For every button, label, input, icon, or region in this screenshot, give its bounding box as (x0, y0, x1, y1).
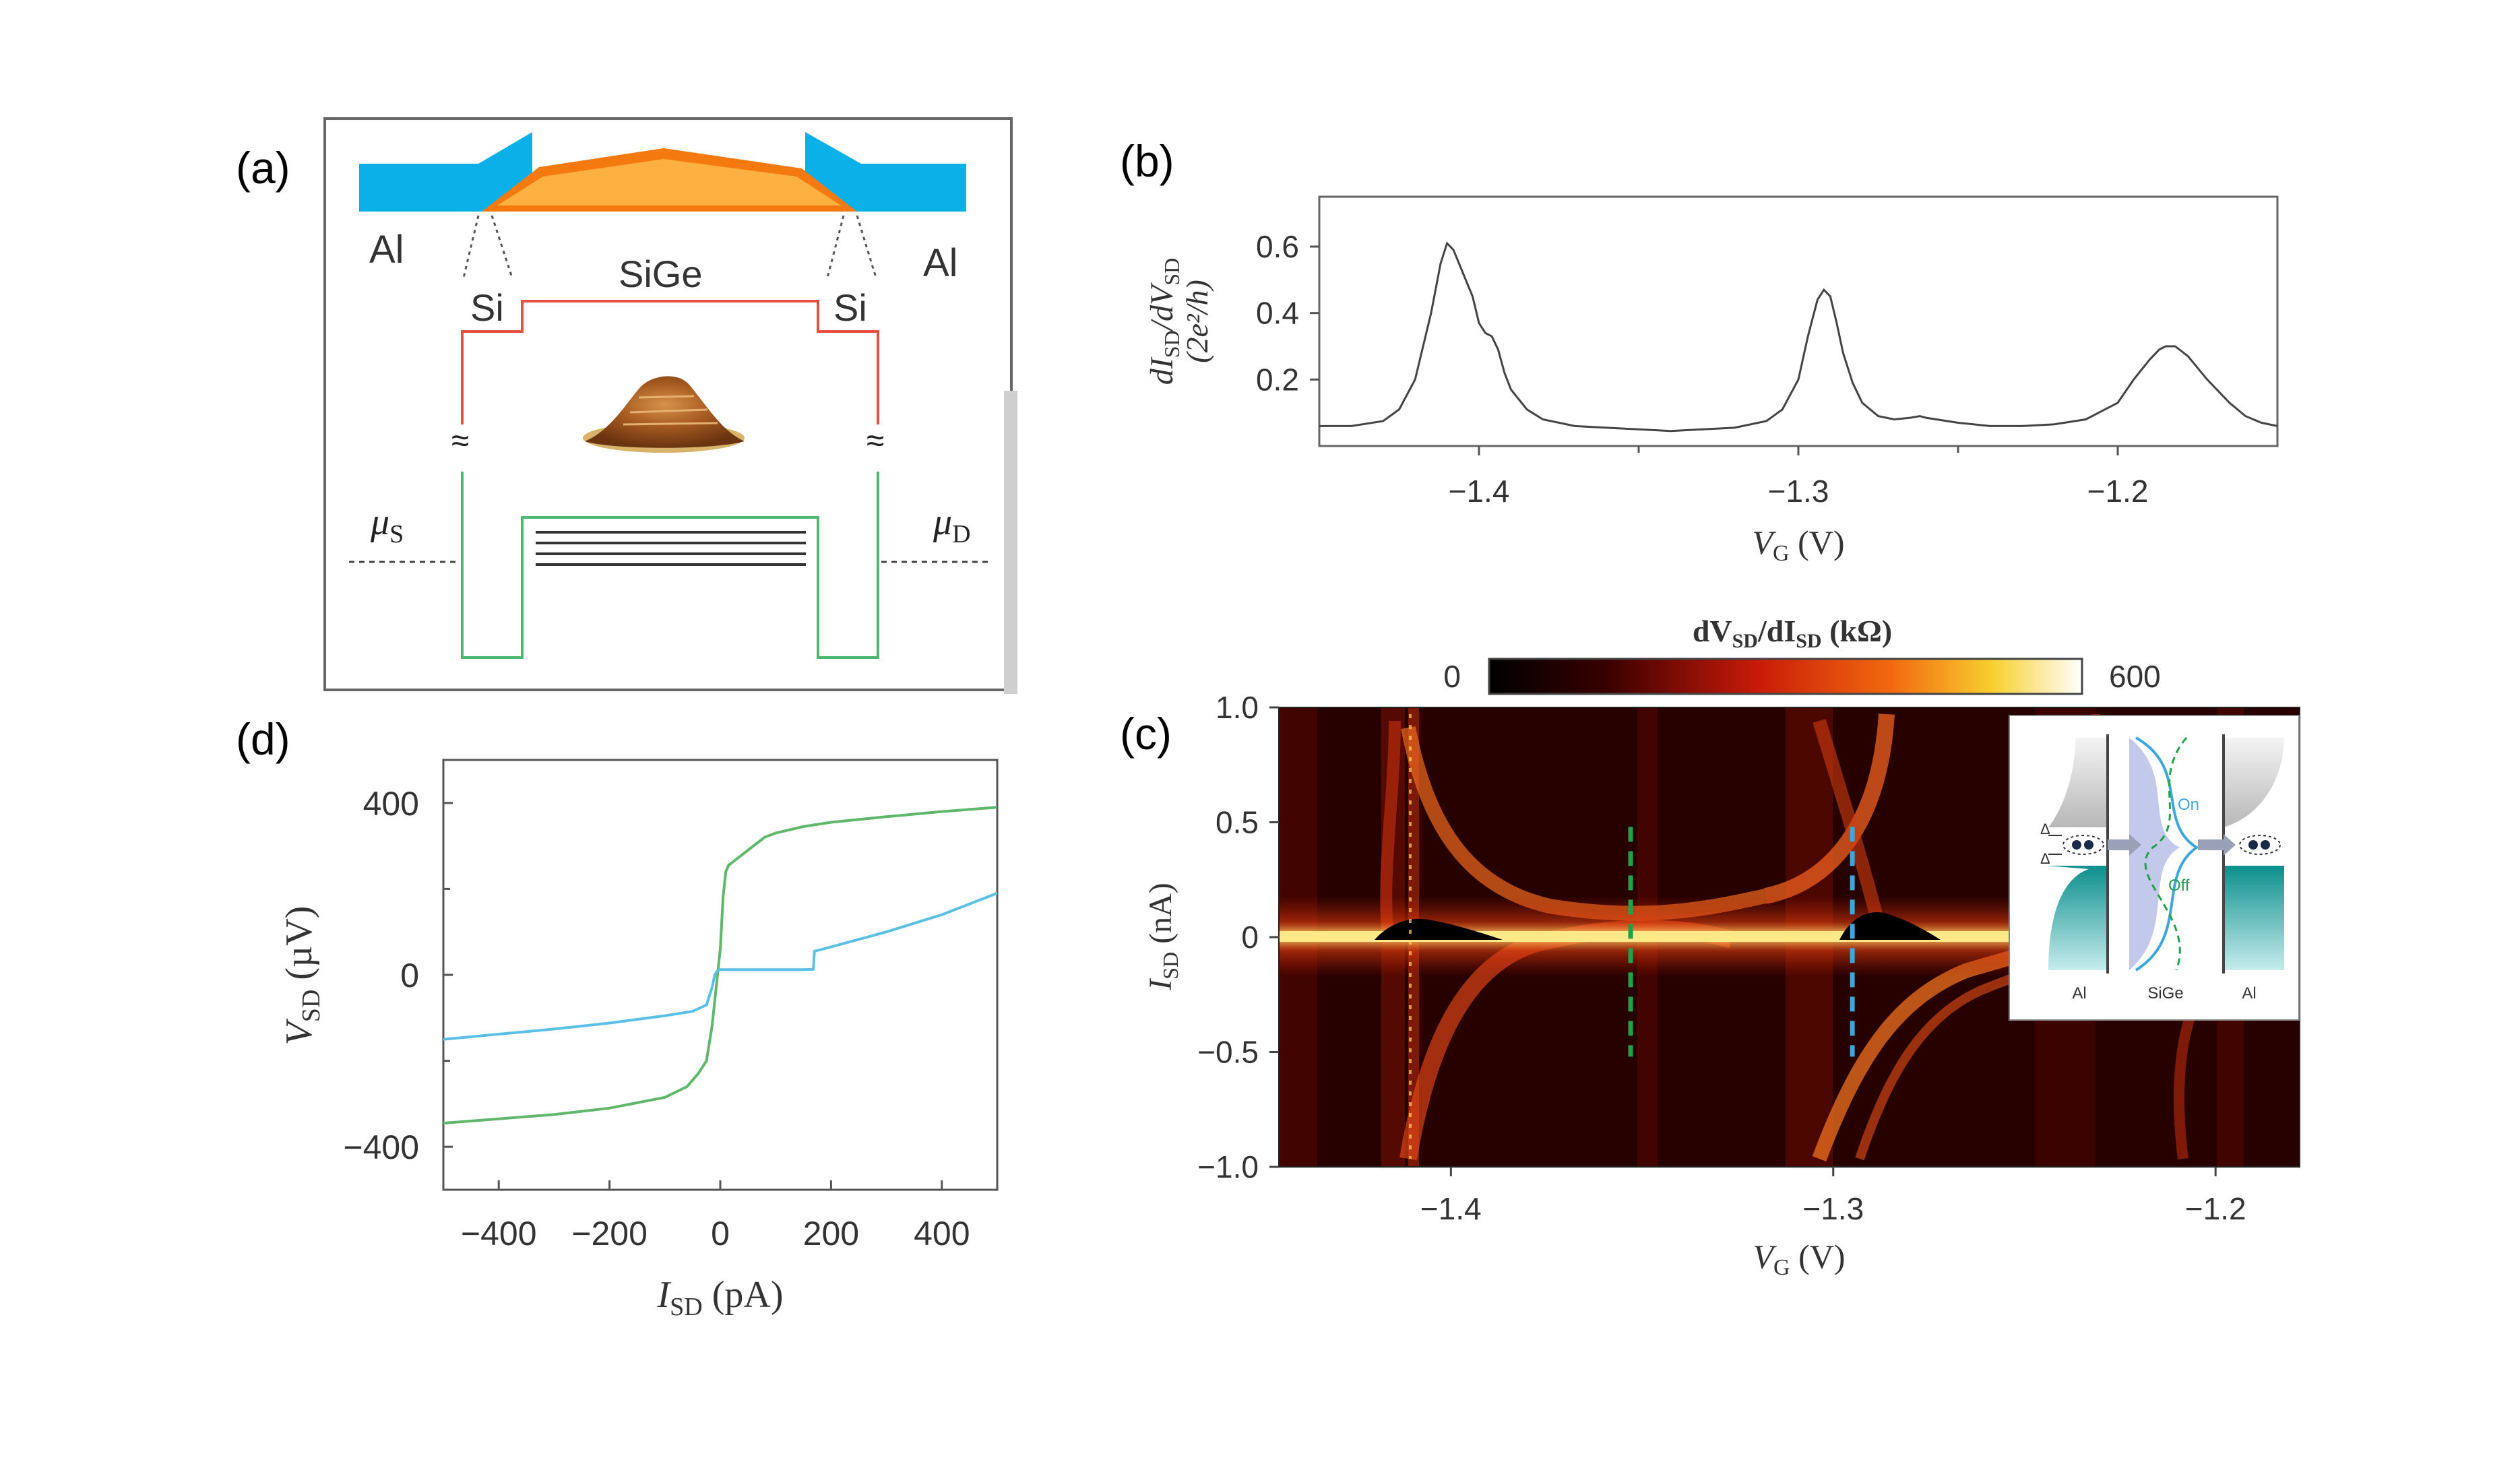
mu-s-label: μS (370, 501, 404, 548)
panel-d: (d) −400 −200 0 200 400 400 0 −400 VSD (µV) ISD… (236, 714, 999, 1321)
y-tick-label: 0.4 (1256, 296, 1299, 331)
y-tick-label: 0 (400, 957, 419, 994)
y-tick-label: −0.5 (1197, 1035, 1259, 1070)
panel-d-label: (d) (236, 714, 290, 764)
panel-b: (b) −1.4 −1.3 −1.2 0.2 0.4 0.6 dISD/dVSD (2e²… (1120, 136, 2279, 566)
inset-al-right-lower (2224, 866, 2284, 970)
mu-d-label: μD (933, 501, 971, 548)
panel-c: (c) dVSD/dISD (kΩ) 0 600 (1120, 614, 2300, 1280)
si-right-label: Si (833, 286, 867, 329)
guide-line (491, 215, 513, 278)
colorbar (1488, 658, 2083, 695)
x-tick-label: −200 (571, 1215, 648, 1252)
inset-al-left-lower (2047, 866, 2108, 970)
x-tick-label: −1.4 (1449, 474, 1510, 509)
panel-b-ylabel-unit: (2e²/h) (1180, 280, 1214, 363)
panel-b-conductance-trace (1319, 241, 2278, 433)
inset-dos-fill (2129, 738, 2180, 970)
panel-c-label: (c) (1120, 709, 1172, 759)
inset-on-label: On (2178, 796, 2199, 814)
panel-a-shadow-strip (1004, 391, 1017, 694)
panel-a-label: (a) (236, 143, 290, 193)
x-tick-label: −1.3 (1802, 1191, 1864, 1226)
al-right-label: Al (923, 241, 958, 285)
x-tick-label: −400 (461, 1215, 537, 1252)
inset-dos-on (2135, 736, 2199, 971)
colorbar-title: dVSD/dISD (kΩ) (1693, 614, 1892, 652)
guide-line (826, 215, 845, 278)
panel-d-ticks: −400 −200 0 200 400 400 0 −400 (343, 785, 970, 1252)
panel-c-ylabel: ISD (nA) (1143, 883, 1183, 991)
y-tick-label: 0.5 (1216, 805, 1259, 840)
break-mark-left: ≈ (451, 423, 469, 459)
inset-cooper-pair-right (2239, 835, 2281, 855)
inset-sige-label: SiGe (2147, 984, 2183, 1002)
y-tick-label: 0 (1241, 920, 1259, 955)
inset-al-right-upper (2224, 738, 2284, 827)
panel-b-ylabel: dISD/dVSD (1144, 258, 1184, 385)
panel-d-green-trace (443, 806, 998, 1125)
panel-b-label: (b) (1120, 136, 1174, 186)
panel-c-xlabel: VG (V) (1753, 1238, 1845, 1280)
panel-d-ylabel: VSD (µV) (278, 906, 325, 1046)
inset-al-left-label: Al (2072, 984, 2086, 1002)
al-electrode-left (359, 132, 532, 212)
x-tick-label: 0 (711, 1215, 730, 1252)
afm-nanocrystal-image (583, 376, 745, 453)
valence-band-edge (461, 300, 879, 424)
inset-cooper-pair-left (2062, 835, 2104, 855)
x-tick-label: −1.2 (2087, 474, 2149, 509)
inset-off-label: Off (2168, 877, 2190, 895)
x-tick-label: 400 (914, 1215, 970, 1252)
inset-al-left-upper (2047, 738, 2108, 827)
y-tick-label: −400 (343, 1128, 419, 1166)
colorbar-max: 600 (2109, 659, 2161, 694)
panel-c-ticks: −1.4 −1.3 −1.2 1.0 0.5 0 −0.5 −1.0 (1197, 690, 2246, 1226)
conduction-band-edge (461, 472, 879, 659)
x-tick-label: −1.3 (1768, 474, 1829, 509)
inset-delta-lower: Δ (2040, 850, 2050, 867)
si-left-label: Si (470, 286, 504, 329)
y-tick-label: 0.6 (1256, 229, 1299, 264)
panel-d-xlabel: ISD (pA) (657, 1274, 784, 1321)
panel-b-ticks: −1.4 −1.3 −1.2 0.2 0.4 0.6 (1256, 229, 2148, 509)
inset-al-right-label: Al (2242, 984, 2256, 1002)
x-tick-label: −1.4 (1420, 1191, 1482, 1226)
break-mark-right: ≈ (867, 423, 884, 459)
sige-core (497, 159, 841, 205)
panel-a: (a) Al Al SiGe Si Si ≈ ≈ μS μD (236, 117, 1017, 694)
inset-arrow-right (2198, 834, 2236, 856)
x-tick-label: 200 (803, 1215, 859, 1252)
al-left-label: Al (369, 228, 404, 272)
guide-line (856, 215, 877, 278)
x-tick-label: −1.2 (2185, 1191, 2246, 1226)
inset-arrow-left (2108, 834, 2141, 856)
panel-b-axes-frame (1318, 195, 2279, 447)
y-tick-label: 1.0 (1216, 690, 1259, 725)
panel-d-axes-frame (442, 759, 999, 1191)
panel-d-blue-trace (443, 891, 998, 1041)
sige-label: SiGe (619, 253, 703, 295)
guide-line (462, 215, 480, 278)
panel-c-inset: Δ Δ On Off Al SiGe Al (2009, 715, 2300, 1021)
inset-dos-off (2144, 737, 2188, 971)
inset-delta-upper: Δ (2040, 821, 2050, 837)
y-tick-label: −1.0 (1197, 1149, 1259, 1184)
colorbar-min: 0 (1443, 659, 1461, 694)
al-electrode-right (805, 132, 966, 212)
panel-b-xlabel: VG (V) (1752, 523, 1844, 566)
y-tick-label: 0.2 (1256, 362, 1299, 397)
y-tick-label: 400 (363, 785, 419, 823)
